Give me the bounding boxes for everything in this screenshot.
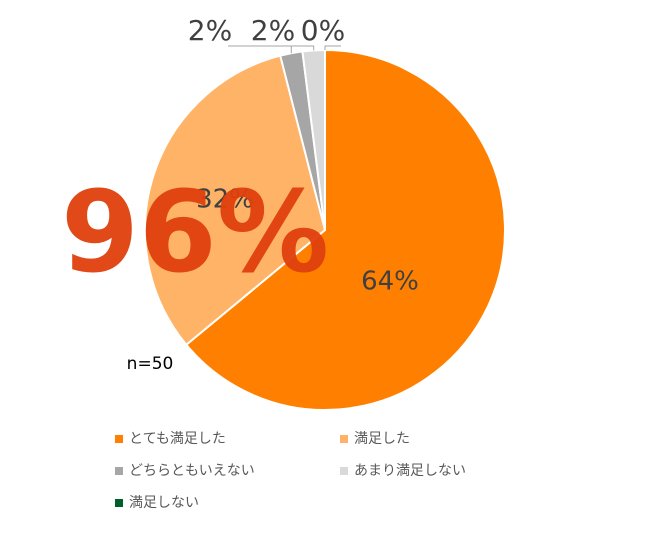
legend-swatch xyxy=(340,467,348,475)
legend-swatch xyxy=(115,499,123,507)
leader-line xyxy=(291,45,315,51)
value-label: 2% xyxy=(251,14,295,47)
legend-swatch xyxy=(340,435,348,443)
leader-line xyxy=(324,45,341,50)
sample-size: n=50 xyxy=(127,354,174,374)
value-label: 0% xyxy=(301,14,345,47)
pie-slice xyxy=(184,48,506,411)
legend-label: どちらともいえない xyxy=(129,463,255,479)
legend-label: 満足した xyxy=(354,431,410,447)
value-label: 2% xyxy=(188,14,232,47)
value-label: 64% xyxy=(361,267,419,297)
pie-slice xyxy=(144,54,327,347)
pie xyxy=(144,48,506,411)
legend-label: あまり満足しない xyxy=(354,463,466,479)
legend-swatch xyxy=(115,435,123,443)
value-label: 32% xyxy=(196,185,254,215)
legend-label: 満足しない xyxy=(129,495,199,511)
legend-swatch xyxy=(115,467,123,475)
highlight-annotation: 96% xyxy=(61,168,329,298)
leader-line xyxy=(228,45,292,54)
legend-label: とても満足した xyxy=(129,431,226,447)
